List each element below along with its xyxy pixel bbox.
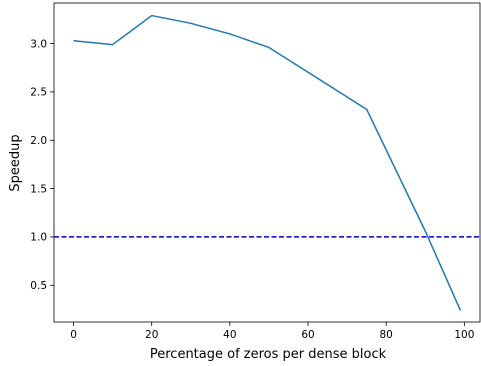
y-tick-label: 3.0: [30, 38, 47, 50]
y-tick-label: 2.0: [30, 135, 47, 147]
y-tick-label: 2.5: [30, 87, 47, 99]
x-tick-label: 40: [223, 329, 236, 341]
x-tick-label: 0: [70, 329, 77, 341]
speedup-series-line: [73, 14, 462, 311]
x-tick-label: 60: [301, 329, 314, 341]
x-axis-label: Percentage of zeros per dense block: [150, 347, 387, 362]
plot-frame: [53, 2, 481, 323]
x-tick-label: 20: [145, 329, 158, 341]
plot-area: [53, 2, 481, 323]
x-tick-label: 100: [454, 329, 474, 341]
x-axis-ticks: 0 20 40 60 80 100: [70, 322, 474, 341]
y-tick-label: 1.5: [30, 183, 47, 195]
x-tick-label: 80: [380, 329, 393, 341]
y-tick-label: 1.0: [30, 232, 47, 244]
y-axis-ticks: 0.5 1.0 1.5 2.0 2.5 3.0: [30, 38, 54, 292]
y-axis-label: Speedup: [8, 134, 23, 191]
y-tick-label: 0.5: [30, 280, 47, 292]
